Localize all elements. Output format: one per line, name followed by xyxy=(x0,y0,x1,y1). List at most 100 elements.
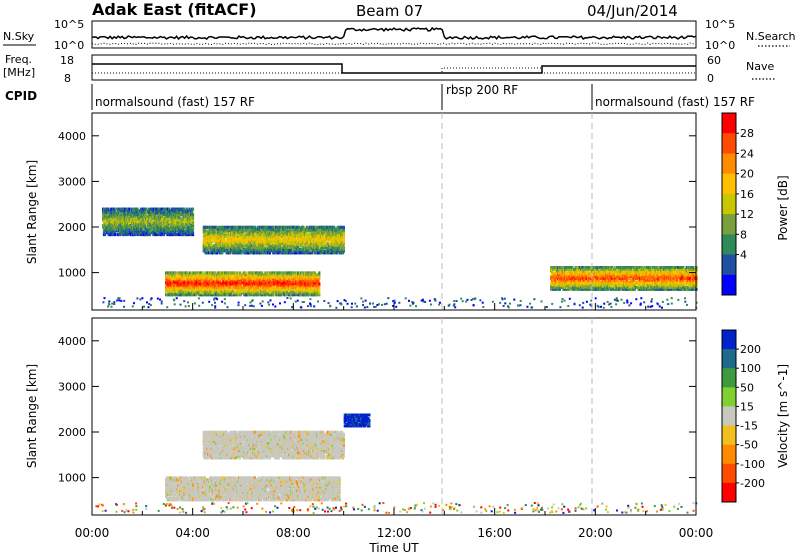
echo-cell xyxy=(318,291,321,295)
echo-cell xyxy=(295,286,298,289)
echo-cell xyxy=(222,282,225,286)
echo-cell xyxy=(295,284,298,288)
echo-cell xyxy=(171,280,174,284)
echo-cell xyxy=(226,287,229,291)
echo-cell xyxy=(276,273,279,277)
echo-cell xyxy=(201,286,204,289)
echo-cell xyxy=(197,273,200,277)
echo-cell xyxy=(172,284,176,288)
echo-cell xyxy=(245,280,248,284)
echo-cell xyxy=(216,278,219,282)
beam-title: Beam 07 xyxy=(356,2,423,20)
echo-cell xyxy=(260,275,263,279)
echo-cell xyxy=(241,276,244,280)
echo-cell xyxy=(313,287,316,291)
echo-cell xyxy=(209,280,213,284)
echo-cell xyxy=(195,276,198,280)
noise-left-tick-top: 10^5 xyxy=(54,18,84,31)
echo-cell xyxy=(224,278,228,282)
echo-cell xyxy=(275,287,278,291)
echo-cell xyxy=(291,273,294,277)
noise-left-label: N.Sky xyxy=(3,30,35,43)
echo-cell xyxy=(206,276,209,280)
echo-cell xyxy=(194,273,197,277)
echo-cell xyxy=(259,276,262,280)
echo-cell xyxy=(253,284,256,288)
echo-cell xyxy=(202,286,206,289)
echo-cell xyxy=(175,293,178,297)
echo-cell xyxy=(278,273,281,277)
echo-cell xyxy=(171,275,174,279)
echo-cell xyxy=(302,280,305,284)
echo-cell xyxy=(196,291,199,295)
echo-cell xyxy=(169,273,172,277)
echo-cell xyxy=(171,282,174,286)
echo-cell xyxy=(283,275,287,279)
echo-cell xyxy=(190,275,193,279)
echo-cell xyxy=(180,284,183,288)
echo-cell xyxy=(300,271,303,275)
echo-cell xyxy=(242,291,245,295)
echo-cell xyxy=(271,271,274,275)
echo-cell xyxy=(308,293,311,297)
echo-cell xyxy=(215,282,218,286)
echo-cell xyxy=(243,284,246,288)
echo-cell xyxy=(246,275,250,279)
echo-cell xyxy=(280,280,283,284)
echo-cell xyxy=(267,286,270,289)
echo-cell xyxy=(278,275,281,279)
echo-cell xyxy=(190,284,193,288)
echo-cell xyxy=(288,278,291,282)
echo-cell xyxy=(255,273,258,277)
echo-cell xyxy=(274,275,277,279)
freq-line xyxy=(92,63,696,74)
echo-cell xyxy=(209,287,213,291)
echo-cell xyxy=(190,278,193,282)
echo-cell xyxy=(174,276,177,280)
echo-cell xyxy=(214,278,217,282)
echo-cell xyxy=(253,293,256,297)
echo-cell xyxy=(239,284,242,288)
echo-cell xyxy=(250,287,253,291)
echo-cell xyxy=(245,271,248,275)
echo-cell xyxy=(199,287,202,291)
echo-cell xyxy=(279,284,282,288)
echo-cell xyxy=(192,280,195,284)
echo-cell xyxy=(201,284,204,288)
echo-cell xyxy=(305,289,309,293)
echo-cell xyxy=(277,289,280,293)
echo-cell xyxy=(231,273,235,277)
echo-cell xyxy=(187,282,191,286)
noise-sky-line xyxy=(91,26,697,41)
echo-cell xyxy=(182,280,185,284)
echo-cell xyxy=(203,293,206,297)
echo-cell xyxy=(245,273,248,277)
echo-cell xyxy=(233,273,236,277)
noise-right-label: N.Search xyxy=(746,30,796,43)
echo-cell xyxy=(303,289,306,293)
echo-cell xyxy=(305,284,309,288)
echo-cell xyxy=(305,280,308,284)
noise-right-tick-bottom: 10^0 xyxy=(705,39,735,52)
echo-cell xyxy=(255,289,258,293)
echo-cell xyxy=(185,284,188,288)
echo-cell xyxy=(313,282,316,286)
echo-cell xyxy=(225,293,228,297)
echo-cell xyxy=(205,280,208,284)
noise-panel-frame xyxy=(91,20,697,49)
echo-cell xyxy=(181,278,184,282)
echo-cell xyxy=(165,289,169,293)
echo-cell xyxy=(293,293,296,297)
echo-cell xyxy=(298,287,301,291)
echo-cell xyxy=(187,293,191,297)
echo-cell xyxy=(176,287,179,291)
echo-cell xyxy=(253,291,256,295)
echo-cell xyxy=(270,280,273,284)
echo-cell xyxy=(305,291,308,295)
echo-cell xyxy=(283,286,287,289)
echo-cell xyxy=(218,276,221,280)
echo-cell xyxy=(188,291,191,295)
freq-left-unit: [MHz] xyxy=(3,66,35,79)
echo-cell xyxy=(302,286,305,289)
